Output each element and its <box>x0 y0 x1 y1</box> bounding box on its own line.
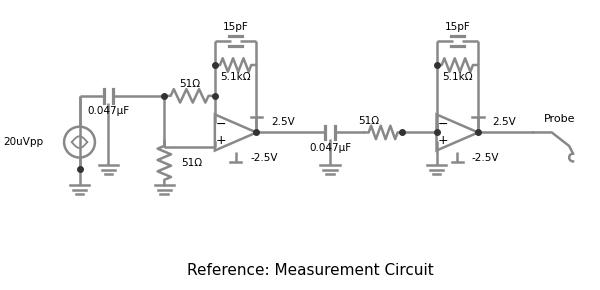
Text: 51Ω: 51Ω <box>181 158 202 168</box>
Text: 15pF: 15pF <box>445 22 470 32</box>
Text: 5.1kΩ: 5.1kΩ <box>220 72 251 81</box>
Text: 20uVpp: 20uVpp <box>3 137 43 147</box>
Text: 0.047μF: 0.047μF <box>309 143 351 153</box>
Text: +: + <box>437 134 448 147</box>
Text: Probe: Probe <box>544 114 575 124</box>
Text: 15pF: 15pF <box>223 22 248 32</box>
Text: Reference: Measurement Circuit: Reference: Measurement Circuit <box>187 263 434 278</box>
Text: -2.5V: -2.5V <box>250 153 278 162</box>
Text: +: + <box>216 134 226 147</box>
Text: 0.047μF: 0.047μF <box>88 106 130 116</box>
Text: 5.1kΩ: 5.1kΩ <box>442 72 473 81</box>
Text: 2.5V: 2.5V <box>271 117 295 127</box>
Text: -2.5V: -2.5V <box>472 153 499 162</box>
Text: 51Ω: 51Ω <box>358 116 379 126</box>
Text: 51Ω: 51Ω <box>179 79 200 89</box>
Text: 2.5V: 2.5V <box>493 117 517 127</box>
Text: −: − <box>216 118 226 131</box>
Text: −: − <box>437 118 448 131</box>
